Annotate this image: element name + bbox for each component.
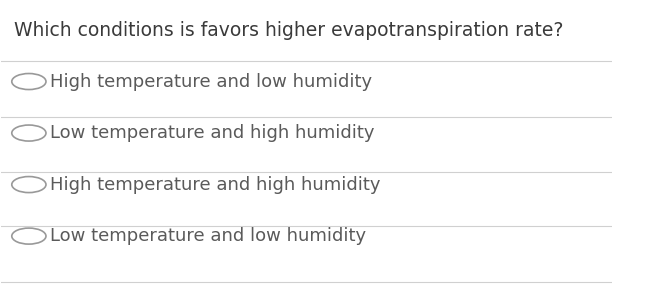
Text: Low temperature and low humidity: Low temperature and low humidity <box>50 227 366 245</box>
Text: Which conditions is favors higher evapotranspiration rate?: Which conditions is favors higher evapot… <box>14 21 563 40</box>
Text: High temperature and high humidity: High temperature and high humidity <box>50 176 381 194</box>
Text: Low temperature and high humidity: Low temperature and high humidity <box>50 124 375 142</box>
Text: High temperature and low humidity: High temperature and low humidity <box>50 73 372 90</box>
